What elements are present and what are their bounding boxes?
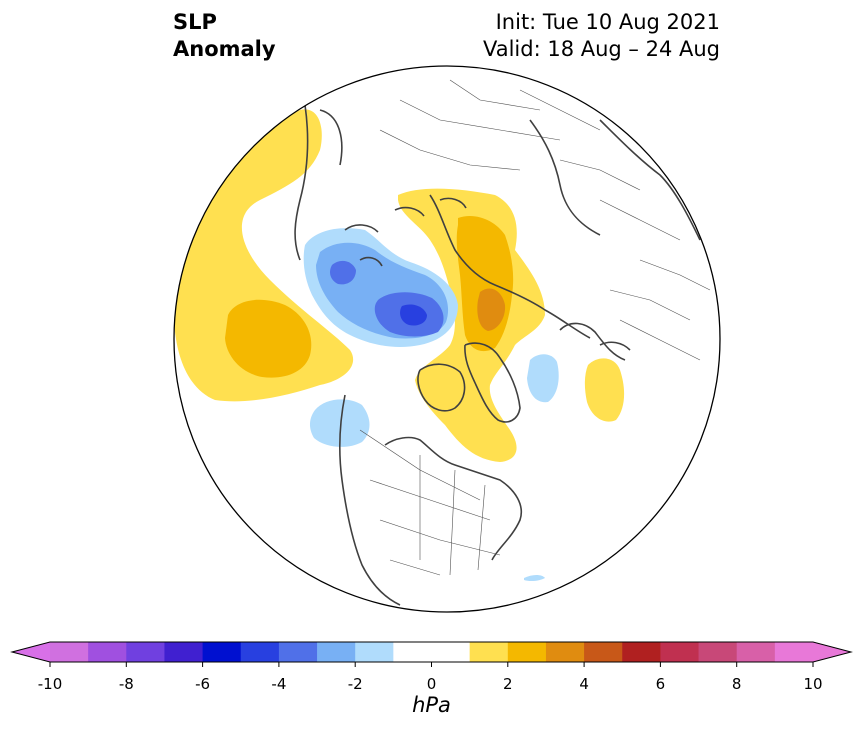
colorbar-segment (622, 642, 661, 662)
colorbar-tick-label: -6 (195, 675, 210, 693)
westcoast-negative-anomaly (309, 399, 370, 447)
colorbar-tick-label: 10 (803, 675, 822, 693)
colorbar-segment (698, 642, 738, 662)
colorbar: -10 -8 -6 -4 -2 0 2 4 6 8 10 (10, 641, 853, 693)
colorbar-segment (355, 642, 394, 662)
colorbar-segment (507, 642, 547, 662)
colorbar-tick-label: 0 (427, 675, 437, 693)
colorbar-segment (774, 642, 814, 662)
arctic-negative-secondary (330, 260, 356, 285)
colorbar-segment (431, 642, 471, 662)
map-title-right: Init: Tue 10 Aug 2021 Valid: 18 Aug – 24… (483, 9, 720, 63)
hudson-bay-coast (417, 363, 466, 412)
colorbar-segment (126, 642, 165, 662)
political-borders (359, 79, 711, 576)
colorbar-segment (164, 642, 204, 662)
north-america-coast (339, 394, 522, 606)
coastlines (294, 104, 701, 606)
atlantic-positive-anomaly (584, 358, 625, 422)
greenland-positive-peak (477, 288, 506, 331)
title-anomaly: Anomaly (173, 37, 276, 61)
pacific-positive-core (225, 299, 312, 378)
colorbar-segment (660, 642, 700, 662)
colorbar-segments (50, 642, 814, 662)
arctic-islands-coast (344, 197, 467, 267)
colorbar-segment (88, 642, 127, 662)
colorbar-segment (202, 642, 242, 662)
colorbar-tick-label: 6 (656, 675, 666, 693)
colorbar-tick-label: 4 (579, 675, 589, 693)
colorbar-segment (584, 642, 623, 662)
colorbar-tick-label: 8 (732, 675, 742, 693)
greenland-coast (464, 342, 521, 423)
globe-boundary (173, 65, 721, 613)
colorbar-segment (393, 642, 432, 662)
polar-map (173, 65, 721, 613)
title-valid-range: Valid: 18 Aug – 24 Aug (482, 37, 720, 61)
anomaly-field (174, 66, 720, 612)
colorbar-tick-label: 2 (503, 675, 513, 693)
colorbar-tick-label: -2 (348, 675, 363, 693)
colorbar-segment (278, 642, 318, 662)
colorbar-segment (545, 642, 585, 662)
colorbar-unit-label: hPa (412, 693, 451, 717)
atlantic-negative-anomaly (527, 354, 559, 403)
colorbar-segment (240, 642, 280, 662)
colorbar-segment (50, 642, 89, 662)
colorbar-tick-label: -10 (38, 675, 63, 693)
europe-negative-patch (524, 575, 545, 582)
colorbar-ticks: -10 -8 -6 -4 -2 0 2 4 6 8 10 (38, 662, 823, 693)
title-slp: SLP (173, 10, 217, 34)
colorbar-segment (469, 642, 509, 662)
colorbar-tick-label: -4 (271, 675, 286, 693)
scandinavia-coast (559, 322, 631, 361)
colorbar-extend-high (813, 642, 851, 662)
map-title-left: SLP Anomaly (173, 9, 276, 63)
colorbar-segment (317, 642, 356, 662)
colorbar-tick-label: -8 (119, 675, 134, 693)
eurasia-coast (294, 104, 701, 339)
title-init-date: Init: Tue 10 Aug 2021 (495, 10, 720, 34)
siberia-negative-core (400, 304, 427, 326)
colorbar-segment (736, 642, 776, 662)
colorbar-extend-low (12, 642, 50, 662)
